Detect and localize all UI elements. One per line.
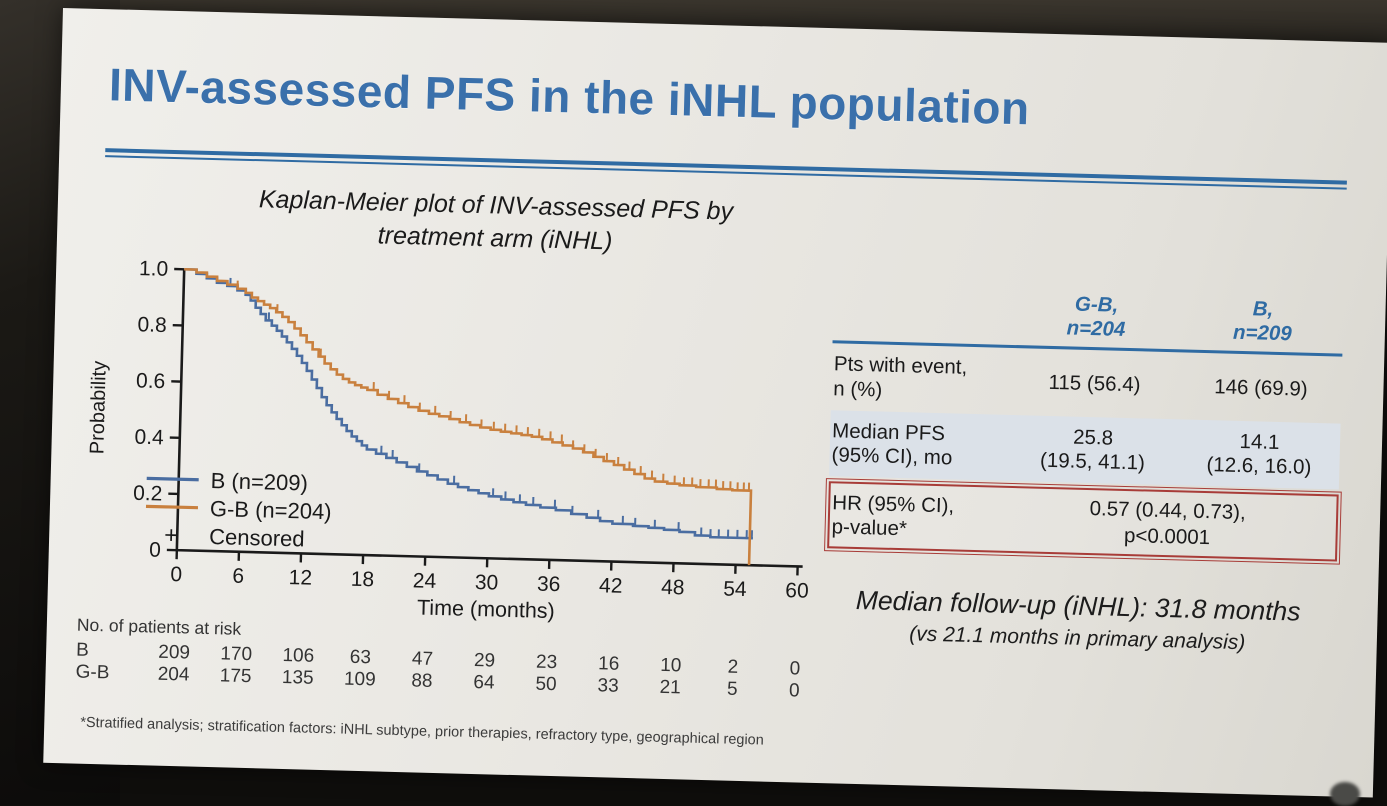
table-row-median-pfs: Median PFS (95% CI), mo 25.8 (19.5, 41.1… — [829, 410, 1341, 490]
row-label-events: Pts with event, n (%) — [831, 344, 1010, 415]
x-tick-label: 18 — [350, 568, 374, 592]
x-tick-label: 6 — [232, 565, 244, 588]
chart-title: Kaplan-Meier plot of INV-assessed PFS by… — [195, 182, 796, 263]
x-tick-label: 30 — [475, 571, 499, 595]
at-risk-count: 2 — [727, 657, 738, 678]
hazard-ratio-highlight-box: HR (95% CI), p-value* 0.57 (0.44, 0.73),… — [827, 481, 1339, 562]
x-tick-label: 48 — [661, 576, 685, 600]
y-tick-label: 0.2 — [133, 482, 163, 506]
at-risk-count: 209 — [158, 642, 190, 664]
x-axis-label: Time (months) — [417, 595, 555, 623]
at-risk-count: 175 — [220, 665, 252, 687]
at-risk-count: 64 — [473, 672, 495, 694]
foreground-object — [1330, 782, 1360, 806]
x-tick-label: 60 — [785, 579, 809, 603]
median-pfs-value-gb: 25.8 (19.5, 41.1) — [1006, 424, 1179, 476]
results-table: G-B, n=204 B, n=209 Pts with event, n (%… — [827, 286, 1344, 562]
at-risk-count: 33 — [597, 675, 619, 697]
at-risk-count: 109 — [344, 669, 376, 691]
at-risk-header: No. of patients at risk — [77, 615, 242, 639]
events-value-b: 146 (69.9) — [1180, 374, 1342, 402]
table-row-hazard-ratio: HR (95% CI), p-value* 0.57 (0.44, 0.73),… — [829, 483, 1336, 559]
at-risk-count: 50 — [535, 674, 557, 696]
at-risk-count: 10 — [660, 655, 682, 677]
column-header-b: B, n=209 — [1182, 295, 1344, 348]
at-risk-count: 204 — [157, 664, 190, 686]
x-tick-label: 12 — [288, 566, 312, 590]
at-risk-count: 16 — [598, 653, 620, 675]
x-tick-label: 36 — [537, 573, 561, 597]
at-risk-count: 21 — [659, 677, 681, 699]
at-risk-count: 170 — [220, 643, 252, 665]
at-risk-count: 0 — [789, 680, 800, 701]
results-table-corner-cell — [833, 335, 1010, 340]
legend-label: G-B (n=204) — [210, 496, 332, 524]
legend-line-swatch — [147, 478, 199, 479]
x-tick-label: 0 — [170, 563, 182, 586]
at-risk-count: 23 — [536, 652, 558, 674]
legend-label: B (n=209) — [210, 468, 308, 496]
legend-plus-marker: + — [164, 522, 179, 549]
at-risk-count: 88 — [411, 670, 433, 692]
at-risk-row-label: B — [76, 640, 89, 661]
column-header-gb: G-B, n=204 — [1010, 291, 1183, 344]
y-tick-label: 0 — [149, 538, 161, 561]
page-title: INV-assessed PFS in the iNHL population — [108, 57, 1349, 143]
median-pfs-value-b: 14.1 (12.6, 16.0) — [1178, 429, 1340, 480]
x-tick-label: 54 — [723, 577, 747, 601]
x-tick-label: 24 — [413, 569, 437, 593]
row-label-hazard-ratio: HR (95% CI), p-value* — [829, 491, 1007, 544]
y-tick-label: 1.0 — [139, 257, 169, 281]
footnote: *Stratified analysis; stratification fac… — [80, 715, 980, 755]
at-risk-count: 29 — [474, 650, 496, 672]
at-risk-count: 63 — [350, 647, 372, 669]
at-risk-count: 106 — [282, 645, 314, 667]
legend-line-swatch — [146, 506, 198, 507]
y-tick-label: 0.8 — [137, 313, 167, 337]
y-tick-label: 0.4 — [134, 426, 164, 450]
hazard-ratio-value: 0.57 (0.44, 0.73), p<0.0001 — [1006, 494, 1328, 554]
x-tick-label: 42 — [599, 574, 623, 598]
at-risk-count: 0 — [789, 658, 800, 679]
row-label-median-pfs: Median PFS (95% CI), mo — [829, 410, 1008, 481]
title-underline-thick — [105, 148, 1347, 185]
at-risk-count: 47 — [412, 648, 434, 670]
presentation-slide: INV-assessed PFS in the iNHL population … — [43, 8, 1387, 798]
at-risk-row-label: G-B — [75, 662, 109, 684]
kaplan-meier-plot: 0 0.2 0.4 0.6 0.8 1.0 Probability 0 6 12 18 24 30 36 4… — [45, 246, 907, 720]
y-axis-label: Probability — [86, 361, 110, 455]
at-risk-count: 5 — [727, 679, 738, 700]
y-tick-label: 0.6 — [136, 369, 166, 393]
events-value-gb: 115 (56.4) — [1008, 370, 1181, 398]
legend-label: Censored — [209, 524, 305, 551]
at-risk-count: 135 — [282, 667, 314, 689]
